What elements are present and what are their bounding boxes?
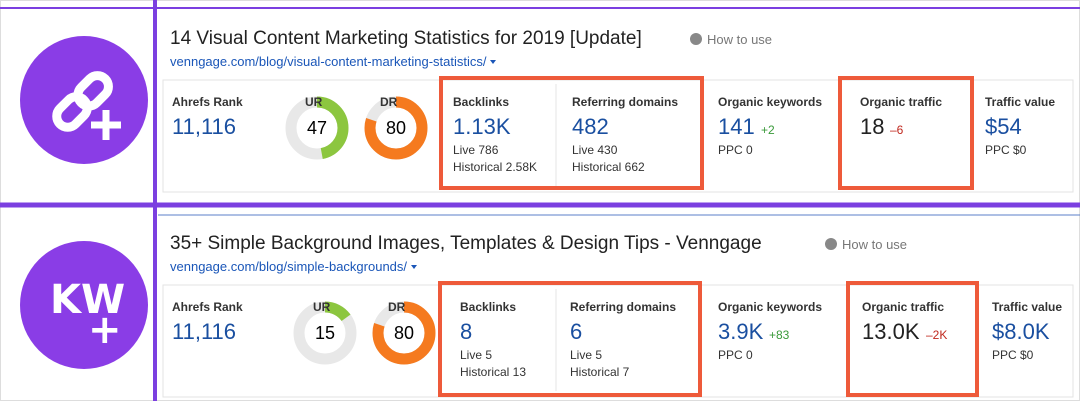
icon-circle [20, 241, 148, 369]
link-icon [52, 71, 113, 132]
metric-label: Referring domains [572, 95, 679, 109]
change-up: +2 [761, 123, 775, 137]
help-icon [825, 238, 837, 250]
ppc: PPC 0 [718, 348, 753, 362]
gauge-value: 15 [315, 323, 335, 343]
gauge-arc [285, 96, 349, 160]
plus [91, 110, 121, 140]
metric-value: $54 [985, 114, 1022, 139]
dropdown-arrow [490, 60, 496, 64]
historical-count: Historical 13 [460, 365, 527, 379]
metric-label: Organic keywords [718, 95, 823, 109]
chain [73, 71, 113, 111]
live-count: Live 5 [460, 348, 493, 362]
metric-value: 13.0K [862, 319, 920, 344]
metric-value: 11,116 [172, 319, 237, 344]
metric-label: Organic traffic [862, 300, 945, 314]
metric-value: 3.9K [718, 319, 764, 344]
historical-count: Historical 662 [572, 160, 645, 174]
metric-label: DR [380, 95, 398, 109]
page-title: 14 Visual Content Marketing Statistics f… [170, 28, 642, 49]
page-url: venngage.com/blog/simple-backgrounds/ [170, 259, 408, 274]
metric-label: Traffic value [985, 95, 1056, 109]
how-to-use: How to use [842, 237, 908, 252]
change-down: –2K [926, 328, 948, 342]
gauge-value: 47 [307, 118, 327, 138]
metric-label: Backlinks [460, 300, 517, 314]
change-down: –6 [890, 123, 904, 137]
metric-label: Ahrefs Rank [172, 300, 243, 314]
how-to-use: How to use [707, 32, 773, 47]
icon-text: KW [50, 277, 125, 323]
highlight-box [838, 76, 974, 190]
metric-label: UR [305, 95, 323, 109]
metric-value: 6 [570, 319, 583, 344]
live-count: Live 786 [453, 143, 499, 157]
gauge-arc [372, 301, 436, 365]
metric-label: Ahrefs Rank [172, 95, 243, 109]
page-title: 35+ Simple Background Images, Templates … [170, 233, 762, 254]
metric-value: 482 [572, 114, 609, 139]
metric-label: UR [313, 300, 331, 314]
live-count: Live 430 [572, 143, 618, 157]
page-url: venngage.com/blog/visual-content-marketi… [170, 54, 487, 69]
metric-value: 141 [718, 114, 755, 139]
metric-value: 8 [460, 319, 473, 344]
help-icon [690, 33, 702, 45]
gauge-arc [293, 301, 357, 365]
metric-label: Organic traffic [860, 95, 943, 109]
highlight-box [846, 281, 979, 397]
metric-label: Organic keywords [718, 300, 823, 314]
dropdown-arrow [411, 265, 417, 269]
highlight-box [438, 281, 702, 397]
gauge-arc [364, 96, 428, 160]
metric-label: Backlinks [453, 95, 510, 109]
historical-count: Historical 7 [570, 365, 630, 379]
metric-value: $8.0K [992, 319, 1050, 344]
highlight-box [439, 76, 704, 190]
change-up: +83 [769, 328, 790, 342]
metric-value: 18 [860, 114, 885, 139]
metric-label: DR [388, 300, 406, 314]
metric-value: 11,116 [172, 114, 237, 139]
metric-label: Traffic value [992, 300, 1063, 314]
historical-count: Historical 2.58K [453, 160, 538, 174]
ppc: PPC 0 [718, 143, 753, 157]
ppc: PPC $0 [985, 143, 1027, 157]
metric-value: 1.13K [453, 114, 511, 139]
live-count: Live 5 [570, 348, 603, 362]
gauge-value: 80 [386, 118, 406, 138]
icon-plus: + [88, 307, 122, 353]
gauge-value: 80 [394, 323, 414, 343]
ppc: PPC $0 [992, 348, 1034, 362]
metric-label: Referring domains [570, 300, 677, 314]
